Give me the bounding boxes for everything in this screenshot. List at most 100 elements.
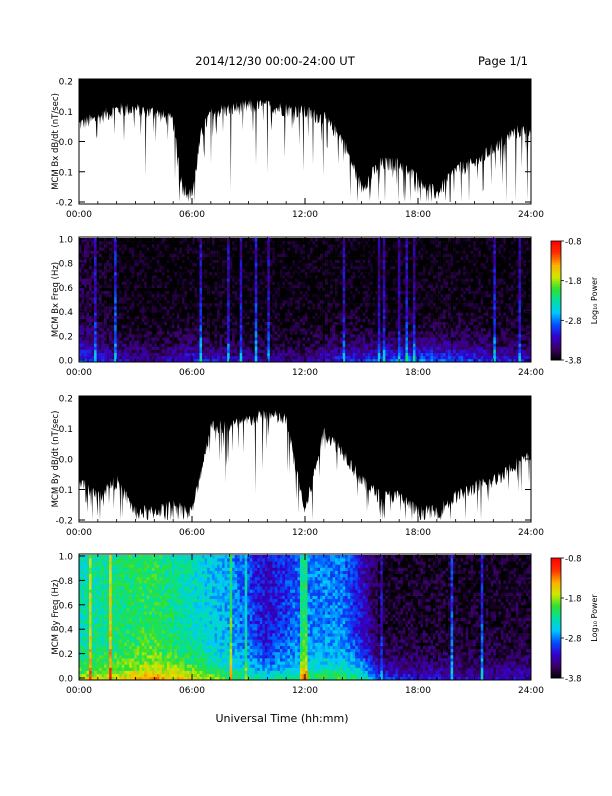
heatmap-cell <box>132 244 135 247</box>
heatmap-cell <box>292 266 295 269</box>
heatmap-cell <box>235 260 238 263</box>
heatmap-cell <box>195 312 198 315</box>
heatmap-cell <box>222 343 225 346</box>
heatmap-cell <box>89 325 92 328</box>
heatmap-cell <box>149 266 152 269</box>
heatmap-cell <box>353 238 356 241</box>
heatmap-cell <box>134 350 137 353</box>
heatmap-cell <box>287 350 290 353</box>
heatmap-cell <box>252 254 255 257</box>
heatmap-cell <box>287 300 290 303</box>
heatmap-cell <box>267 294 270 297</box>
heatmap-cell <box>117 337 120 340</box>
heatmap-cell <box>348 300 351 303</box>
heatmap-cell <box>225 347 228 350</box>
heatmap-cell <box>127 316 130 319</box>
heatmap-cell <box>220 306 223 309</box>
heatmap-cell <box>177 294 180 297</box>
heatmap-cell <box>177 350 180 353</box>
heatmap-cell <box>265 316 268 319</box>
heatmap-cell <box>192 334 195 337</box>
heatmap-cell <box>310 241 313 244</box>
heatmap-cell <box>144 238 147 241</box>
heatmap-cell <box>222 288 225 291</box>
heatmap-cell <box>182 331 185 334</box>
heatmap-cell <box>368 275 371 278</box>
heatmap-cell <box>102 260 105 263</box>
heatmap-cell <box>142 322 145 325</box>
heatmap-cell <box>380 328 383 331</box>
heatmap-cell <box>375 257 378 260</box>
heatmap-cell <box>313 334 316 337</box>
heatmap-cell <box>257 347 260 350</box>
heatmap-cell <box>310 319 313 322</box>
heatmap-cell <box>222 353 225 356</box>
heatmap-cell <box>295 278 298 281</box>
heatmap-cell <box>380 238 383 241</box>
heatmap-cell <box>87 257 90 260</box>
heatmap-cell <box>335 250 338 253</box>
heatmap-cell <box>149 281 152 284</box>
heatmap-cell <box>320 297 323 300</box>
heatmap-cell <box>154 288 157 291</box>
heatmap-cell <box>262 241 265 244</box>
heatmap-cell <box>305 275 308 278</box>
heatmap-cell <box>385 328 388 331</box>
heatmap-cell <box>325 257 328 260</box>
heatmap-cell <box>370 328 373 331</box>
heatmap-cell <box>92 312 95 315</box>
heatmap-cell <box>202 319 205 322</box>
heatmap-cell <box>285 269 288 272</box>
heatmap-cell <box>343 297 346 300</box>
heatmap-cell <box>328 269 331 272</box>
heatmap-cell <box>167 250 170 253</box>
heatmap-cell <box>134 331 137 334</box>
heatmap-cell <box>353 278 356 281</box>
heatmap-cell <box>172 285 175 288</box>
heatmap-cell <box>360 269 363 272</box>
heatmap-cell <box>157 269 160 272</box>
heatmap-cell <box>147 269 150 272</box>
heatmap-cell <box>177 353 180 356</box>
heatmap-cell <box>152 257 155 260</box>
heatmap-cell <box>355 254 358 257</box>
heatmap-cell <box>350 337 353 340</box>
heatmap-cell <box>82 281 85 284</box>
heatmap-cell <box>157 250 160 253</box>
heatmap-cell <box>355 347 358 350</box>
heatmap-cell <box>313 356 316 359</box>
heatmap-cell <box>290 250 293 253</box>
heatmap-cell <box>330 250 333 253</box>
heatmap-cell <box>117 247 120 250</box>
heatmap-cell <box>195 263 198 266</box>
heatmap-cell <box>350 288 353 291</box>
heatmap-cell <box>172 322 175 325</box>
heatmap-cell <box>378 309 381 312</box>
heatmap-cell <box>308 343 311 346</box>
heatmap-cell <box>227 247 230 250</box>
heatmap-cell <box>290 269 293 272</box>
heatmap-cell <box>232 263 235 266</box>
heatmap-cell <box>262 356 265 359</box>
heatmap-cell <box>328 281 331 284</box>
heatmap-cell <box>343 303 346 306</box>
heatmap-cell <box>182 353 185 356</box>
heatmap-cell <box>94 281 97 284</box>
heatmap-cell <box>127 325 130 328</box>
heatmap-cell <box>197 350 200 353</box>
heatmap-cell <box>242 312 245 315</box>
heatmap-cell <box>380 260 383 263</box>
heatmap-cell <box>385 319 388 322</box>
heatmap-cell <box>187 343 190 346</box>
heatmap-cell <box>315 285 318 288</box>
heatmap-cell <box>134 337 137 340</box>
heatmap-cell <box>305 334 308 337</box>
heatmap-cell <box>134 254 137 257</box>
heatmap-cell <box>255 340 258 343</box>
heatmap-cell <box>187 340 190 343</box>
heatmap-cell <box>132 254 135 257</box>
heatmap-cell <box>82 272 85 275</box>
heatmap-cell <box>295 331 298 334</box>
heatmap-cell <box>262 254 265 257</box>
heatmap-cell <box>202 238 205 241</box>
